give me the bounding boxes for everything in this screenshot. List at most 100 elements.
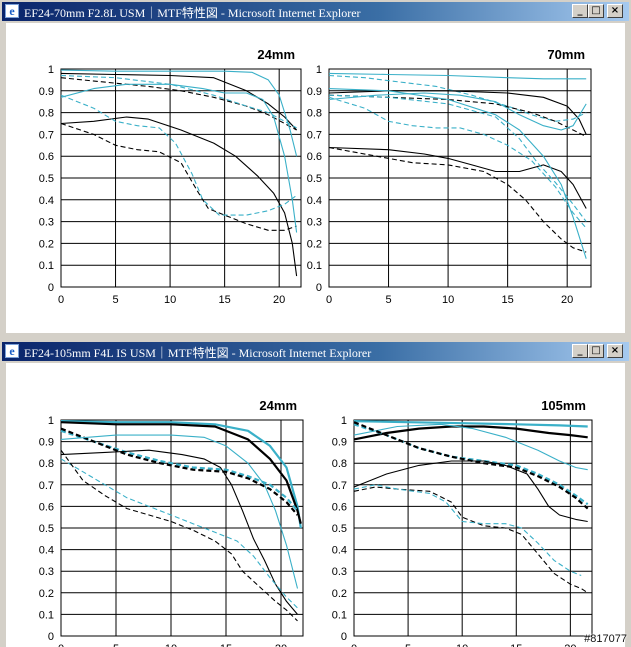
y-tick-label: 0.7 (39, 480, 54, 492)
window-title: EF24-105mm F4L IS USM｜MTF特性図 - Microsoft… (24, 346, 372, 360)
y-tick-label: 0.2 (39, 588, 54, 600)
plot-frame (60, 68, 302, 288)
x-tick-label: 15 (502, 294, 514, 306)
mtf-series-line (60, 74, 297, 129)
window-ef24-105: e EF24-105mm F4L IS USM｜MTF特性図 - Microso… (0, 340, 631, 647)
mtf-series-line (60, 83, 298, 233)
y-tick-label: 0.9 (39, 86, 54, 98)
chart-title: 24mm (257, 47, 295, 62)
maximize-button[interactable]: □ (588, 4, 604, 18)
mtf-series-line (60, 434, 299, 589)
mtf-series-line (60, 77, 297, 131)
y-tick-label: 0 (48, 282, 54, 294)
y-tick-label: 0.2 (307, 238, 322, 250)
mtf-series-line (328, 96, 587, 229)
plot-frame (60, 419, 304, 637)
mtf-series-line (353, 486, 589, 594)
x-tick-label: 5 (113, 643, 119, 647)
y-tick-label: 0.5 (39, 523, 54, 535)
chart-title: 70mm (547, 47, 585, 62)
title-bar[interactable]: e EF24-70mm F2.8L USM｜MTF特性図 - Microsoft… (2, 2, 629, 21)
mtf-series-line (328, 90, 587, 135)
y-tick-label: 0.6 (332, 501, 347, 513)
y-tick-label: 1 (48, 415, 54, 427)
x-tick-label: 0 (58, 294, 64, 306)
mtf-chart-24mm: 00.10.20.30.40.50.60.70.80.910510152024m… (39, 398, 304, 647)
x-tick-label: 15 (220, 643, 232, 647)
mtf-chart-105mm: 00.10.20.30.40.50.60.70.80.9105101520105… (332, 398, 593, 647)
x-tick-label: 0 (351, 643, 357, 647)
x-tick-label: 10 (164, 294, 176, 306)
minimize-button[interactable]: _ (572, 4, 588, 18)
plot-frame (353, 419, 593, 637)
y-tick-label: 0.8 (307, 108, 322, 120)
mtf-chart-70mm: 00.10.20.30.40.50.60.70.80.910 5 10 15 2070m… (307, 47, 592, 306)
mtf-series-line (60, 116, 298, 277)
mtf-series-line (328, 94, 587, 222)
watermark-id: #817077 (584, 633, 627, 645)
mtf-series-line (353, 423, 588, 471)
x-tick-label: 5 (385, 294, 391, 306)
mtf-series-line (328, 92, 587, 131)
x-tick-label: 0 (326, 294, 332, 306)
y-tick-label: 0.4 (39, 195, 54, 207)
x-tick-label: 20 (564, 643, 576, 647)
x-tick-label: 10 (442, 294, 454, 306)
y-tick-label: 0.1 (39, 260, 54, 272)
mtf-series-line (353, 425, 588, 441)
x-tick-label: 10 (165, 643, 177, 647)
title-bar[interactable]: e EF24-105mm F4L IS USM｜MTF特性図 - Microso… (2, 342, 629, 361)
x-tick-label: 5 (112, 294, 118, 306)
y-tick-label: 0.7 (307, 129, 322, 141)
y-tick-label: 0.3 (39, 217, 54, 229)
page-content: 00.10.20.30.40.50.60.70.80.910510152024m… (6, 363, 625, 647)
y-tick-label: 1 (48, 64, 54, 76)
y-tick-label: 0 (316, 282, 322, 294)
y-tick-label: 0.6 (39, 151, 54, 163)
y-tick-label: 0.8 (39, 108, 54, 120)
chart-title: 24mm (259, 398, 297, 413)
mtf-series-line (60, 449, 298, 622)
internet-explorer-icon: e (5, 344, 19, 358)
mtf-series-line (60, 458, 298, 609)
mtf-series-line (328, 72, 587, 80)
mtf-series-line (353, 423, 589, 506)
mtf-series-line (353, 421, 589, 510)
chart-title: 105mm (541, 398, 586, 413)
y-tick-label: 0.6 (307, 151, 322, 163)
x-tick-label: 15 (219, 294, 231, 306)
mtf-series-line (328, 146, 587, 253)
y-tick-label: 1 (341, 415, 347, 427)
mtf-series-line (60, 72, 298, 131)
y-tick-label: 0.5 (307, 173, 322, 185)
x-tick-label: 20 (273, 294, 285, 306)
minimize-button[interactable]: _ (572, 344, 588, 358)
y-tick-label: 0.1 (39, 609, 54, 621)
y-tick-label: 0.2 (332, 588, 347, 600)
maximize-button[interactable]: □ (588, 344, 604, 358)
close-button[interactable]: × (607, 344, 623, 358)
mtf-series-line (353, 484, 582, 577)
y-tick-label: 0.9 (39, 437, 54, 449)
y-tick-label: 0.4 (307, 195, 322, 207)
y-tick-label: 0.8 (332, 458, 347, 470)
y-tick-label: 0.7 (39, 129, 54, 141)
mtf-series-line (60, 94, 297, 216)
close-button[interactable]: × (607, 4, 623, 18)
y-tick-label: 0.5 (332, 523, 347, 535)
x-tick-label: 15 (510, 643, 522, 647)
plot-frame (328, 68, 592, 288)
y-tick-label: 0.1 (332, 609, 347, 621)
mtf-charts-ef24-70: 00.10.20.30.40.50.60.70.80.910 5 10 15 2024m… (39, 47, 592, 306)
y-tick-label: 0.3 (307, 217, 322, 229)
internet-explorer-icon: e (5, 4, 19, 18)
mtf-series-line (328, 88, 587, 259)
mtf-series-line (60, 69, 298, 157)
y-tick-label: 0.8 (39, 458, 54, 470)
mtf-charts-ef24-105: 00.10.20.30.40.50.60.70.80.910510152024m… (39, 398, 593, 647)
y-tick-label: 0.2 (39, 238, 54, 250)
mtf-series-line (60, 429, 299, 512)
y-tick-label: 0.1 (307, 260, 322, 272)
